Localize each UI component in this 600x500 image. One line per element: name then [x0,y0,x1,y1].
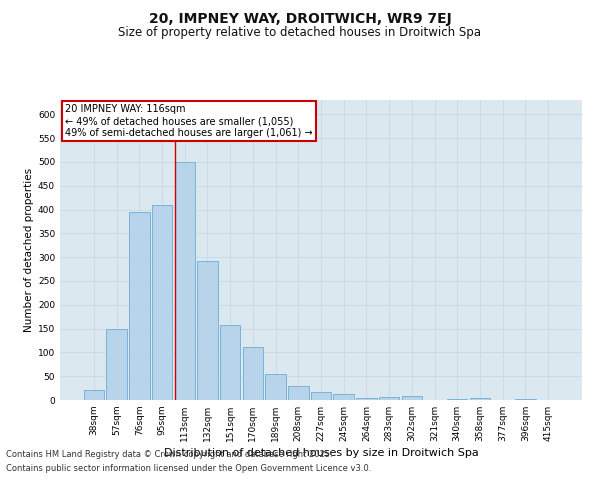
Text: Size of property relative to detached houses in Droitwich Spa: Size of property relative to detached ho… [119,26,482,39]
Bar [84,390,104,400]
Text: 20 IMPNEY WAY: 116sqm
← 49% of detached houses are smaller (1,055)
49% of semi-d: 20 IMPNEY WAY: 116sqm ← 49% of detached … [65,104,313,138]
Text: Contains HM Land Registry data © Crown copyright and database right 2025.: Contains HM Land Registry data © Crown c… [6,450,332,459]
Text: Contains public sector information licensed under the Open Government Licence v3: Contains public sector information licen… [6,464,371,473]
Y-axis label: Number of detached properties: Number of detached properties [24,168,34,332]
Bar [447,398,467,400]
Bar [220,325,241,400]
Bar [356,398,377,400]
Bar [334,394,354,400]
Bar [515,398,536,400]
Text: 20, IMPNEY WAY, DROITWICH, WR9 7EJ: 20, IMPNEY WAY, DROITWICH, WR9 7EJ [149,12,451,26]
Bar [265,374,286,400]
Bar [470,398,490,400]
Bar [379,396,400,400]
Bar [311,392,331,400]
Bar [401,396,422,400]
Bar [288,386,308,400]
Bar [197,262,218,400]
Bar [152,205,172,400]
Bar [129,212,149,400]
X-axis label: Distribution of detached houses by size in Droitwich Spa: Distribution of detached houses by size … [164,448,478,458]
Bar [106,328,127,400]
Bar [242,347,263,400]
Bar [175,162,195,400]
